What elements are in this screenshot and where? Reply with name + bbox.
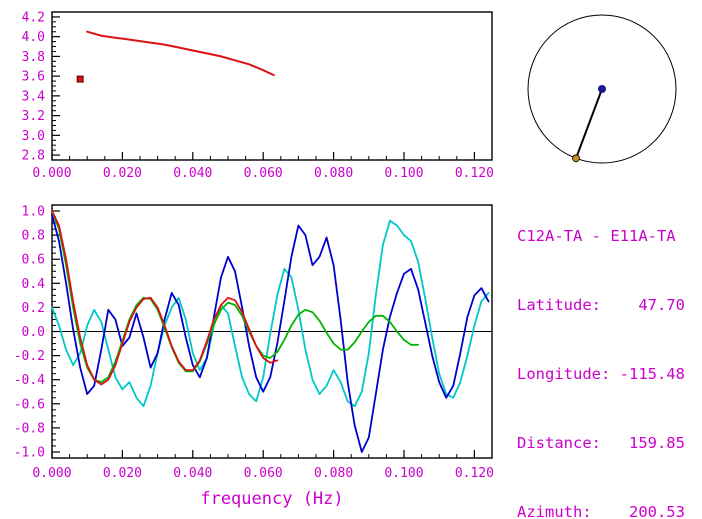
x-axis-label: frequency (Hz) bbox=[200, 489, 343, 509]
dispersion-chart[interactable]: 0.000 0.020 0.040 0.060 0.080 0.100 0.120 2.8 3.… bbox=[0, 0, 500, 190]
y-tick-label: 3.6 bbox=[22, 70, 45, 85]
x-tick-label: 0.040 bbox=[173, 466, 212, 481]
x-tick-label: 0.120 bbox=[455, 466, 494, 481]
y-tick-label: -0.8 bbox=[14, 421, 45, 436]
x-tick-label: 0.000 bbox=[32, 166, 71, 181]
y-tick-label: 3.2 bbox=[22, 109, 45, 124]
y-tick-label: -0.4 bbox=[14, 373, 45, 388]
y-tick-label: 3.0 bbox=[22, 129, 45, 144]
x-tick-label: 0.020 bbox=[103, 466, 142, 481]
info-line-azimuth: Azimuth: 200.53 bbox=[517, 503, 685, 519]
station-info: C12A-TA - E11A-TA Latitude: 47.70 Longit… bbox=[517, 179, 685, 519]
station1-dot bbox=[598, 85, 606, 93]
y-tick-label: -1.0 bbox=[14, 445, 45, 460]
y-tick-label: 0.4 bbox=[22, 277, 46, 292]
x-tick-label: 0.060 bbox=[244, 166, 283, 181]
x-tick-label: 0.020 bbox=[103, 166, 142, 181]
x-tick-label: 0.000 bbox=[32, 466, 71, 481]
series-trace-blue bbox=[51, 213, 490, 453]
x-tick-label: 0.080 bbox=[314, 466, 353, 481]
x-tick-label: 0.040 bbox=[173, 166, 212, 181]
plot-frame bbox=[51, 204, 493, 459]
plot-frame bbox=[51, 11, 493, 161]
y-tick-label: -0.6 bbox=[14, 397, 45, 412]
y-tick-label: 0.0 bbox=[22, 325, 45, 340]
station2-dot bbox=[572, 154, 580, 163]
x-tick-label: 0.100 bbox=[384, 166, 423, 181]
great-circle bbox=[527, 14, 677, 164]
info-line-longitude: Longitude: -115.48 bbox=[517, 365, 685, 383]
y-tick-label: 0.8 bbox=[22, 229, 45, 244]
info-line-latitude: Latitude: 47.70 bbox=[517, 296, 685, 314]
y-tick-label: 0.2 bbox=[22, 301, 45, 316]
series-trace-cyan bbox=[51, 219, 490, 408]
x-tick-label: 0.100 bbox=[384, 466, 423, 481]
station-pair: C12A-TA - E11A-TA bbox=[517, 227, 676, 245]
azimuth-path bbox=[575, 88, 603, 159]
y-tick-label: 4.0 bbox=[22, 30, 45, 45]
y-tick-label: -0.2 bbox=[14, 349, 45, 364]
series-group-velocity-dispersion bbox=[86, 30, 275, 77]
y-tick-label: 3.8 bbox=[22, 50, 45, 65]
y-tick-label: 0.6 bbox=[22, 253, 45, 268]
great-circle-inset bbox=[527, 14, 677, 164]
info-line-distance: Distance: 159.85 bbox=[517, 434, 685, 452]
x-tick-label: 0.080 bbox=[314, 166, 353, 181]
y-tick-label: 2.8 bbox=[22, 149, 45, 164]
x-tick-label: 0.060 bbox=[244, 466, 283, 481]
waveform-chart[interactable]: 0.000 0.020 0.040 0.060 0.080 0.100 0.120 -1.0 -… bbox=[0, 190, 500, 519]
series-fit-green bbox=[51, 210, 420, 384]
x-tick-label: 0.120 bbox=[455, 166, 494, 181]
y-tick-label: 4.2 bbox=[22, 10, 45, 25]
data-marker[interactable] bbox=[76, 75, 84, 83]
y-tick-label: 3.4 bbox=[22, 89, 46, 104]
series-fit-red bbox=[51, 210, 279, 386]
y-tick-label: 1.0 bbox=[22, 205, 45, 220]
